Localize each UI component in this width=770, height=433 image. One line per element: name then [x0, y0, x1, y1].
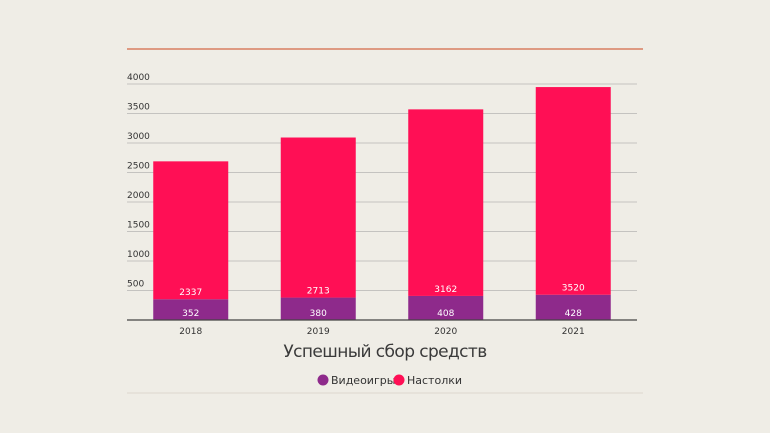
bar-videogames-2018 [153, 299, 229, 320]
data-label: 3520 [562, 284, 585, 294]
data-label: 380 [310, 309, 327, 319]
y-tick-label: 4000 [127, 73, 150, 83]
x-tick-label: 2018 [179, 327, 202, 337]
y-tick-label: 500 [127, 280, 144, 290]
legend-label-boardgames: Настолки [407, 374, 462, 387]
data-label: 428 [565, 309, 582, 319]
y-tick-label: 3000 [127, 132, 150, 142]
y-tick-label: 1500 [127, 221, 150, 231]
legend-marker-boardgames [393, 374, 405, 386]
y-tick-label: 2000 [127, 191, 150, 201]
y-tick-label: 1000 [127, 250, 150, 260]
bar-videogames-2021 [535, 294, 611, 320]
x-tick-label: 2020 [434, 327, 457, 337]
data-label: 3162 [434, 285, 457, 295]
bar-boardgames-2021 [535, 87, 611, 295]
bar-videogames-2019 [280, 297, 356, 320]
data-label: 2337 [179, 288, 202, 298]
y-tick-label: 2500 [127, 162, 150, 172]
x-tick-label: 2021 [562, 327, 585, 337]
legend-label-videogames: Видеоигры [331, 374, 395, 387]
bar-videogames-2020 [408, 295, 484, 320]
data-label: 408 [437, 309, 454, 319]
bar-boardgames-2019 [280, 137, 356, 298]
bar-boardgames-2020 [408, 109, 484, 296]
y-tick-label: 3500 [127, 103, 150, 113]
data-label: 2713 [307, 287, 330, 297]
x-tick-label: 2019 [307, 327, 330, 337]
legend-marker-videogames [317, 374, 329, 386]
data-label: 352 [182, 309, 199, 319]
bar-boardgames-2018 [153, 161, 229, 300]
chart-title: Успешный сбор средств [283, 342, 487, 362]
